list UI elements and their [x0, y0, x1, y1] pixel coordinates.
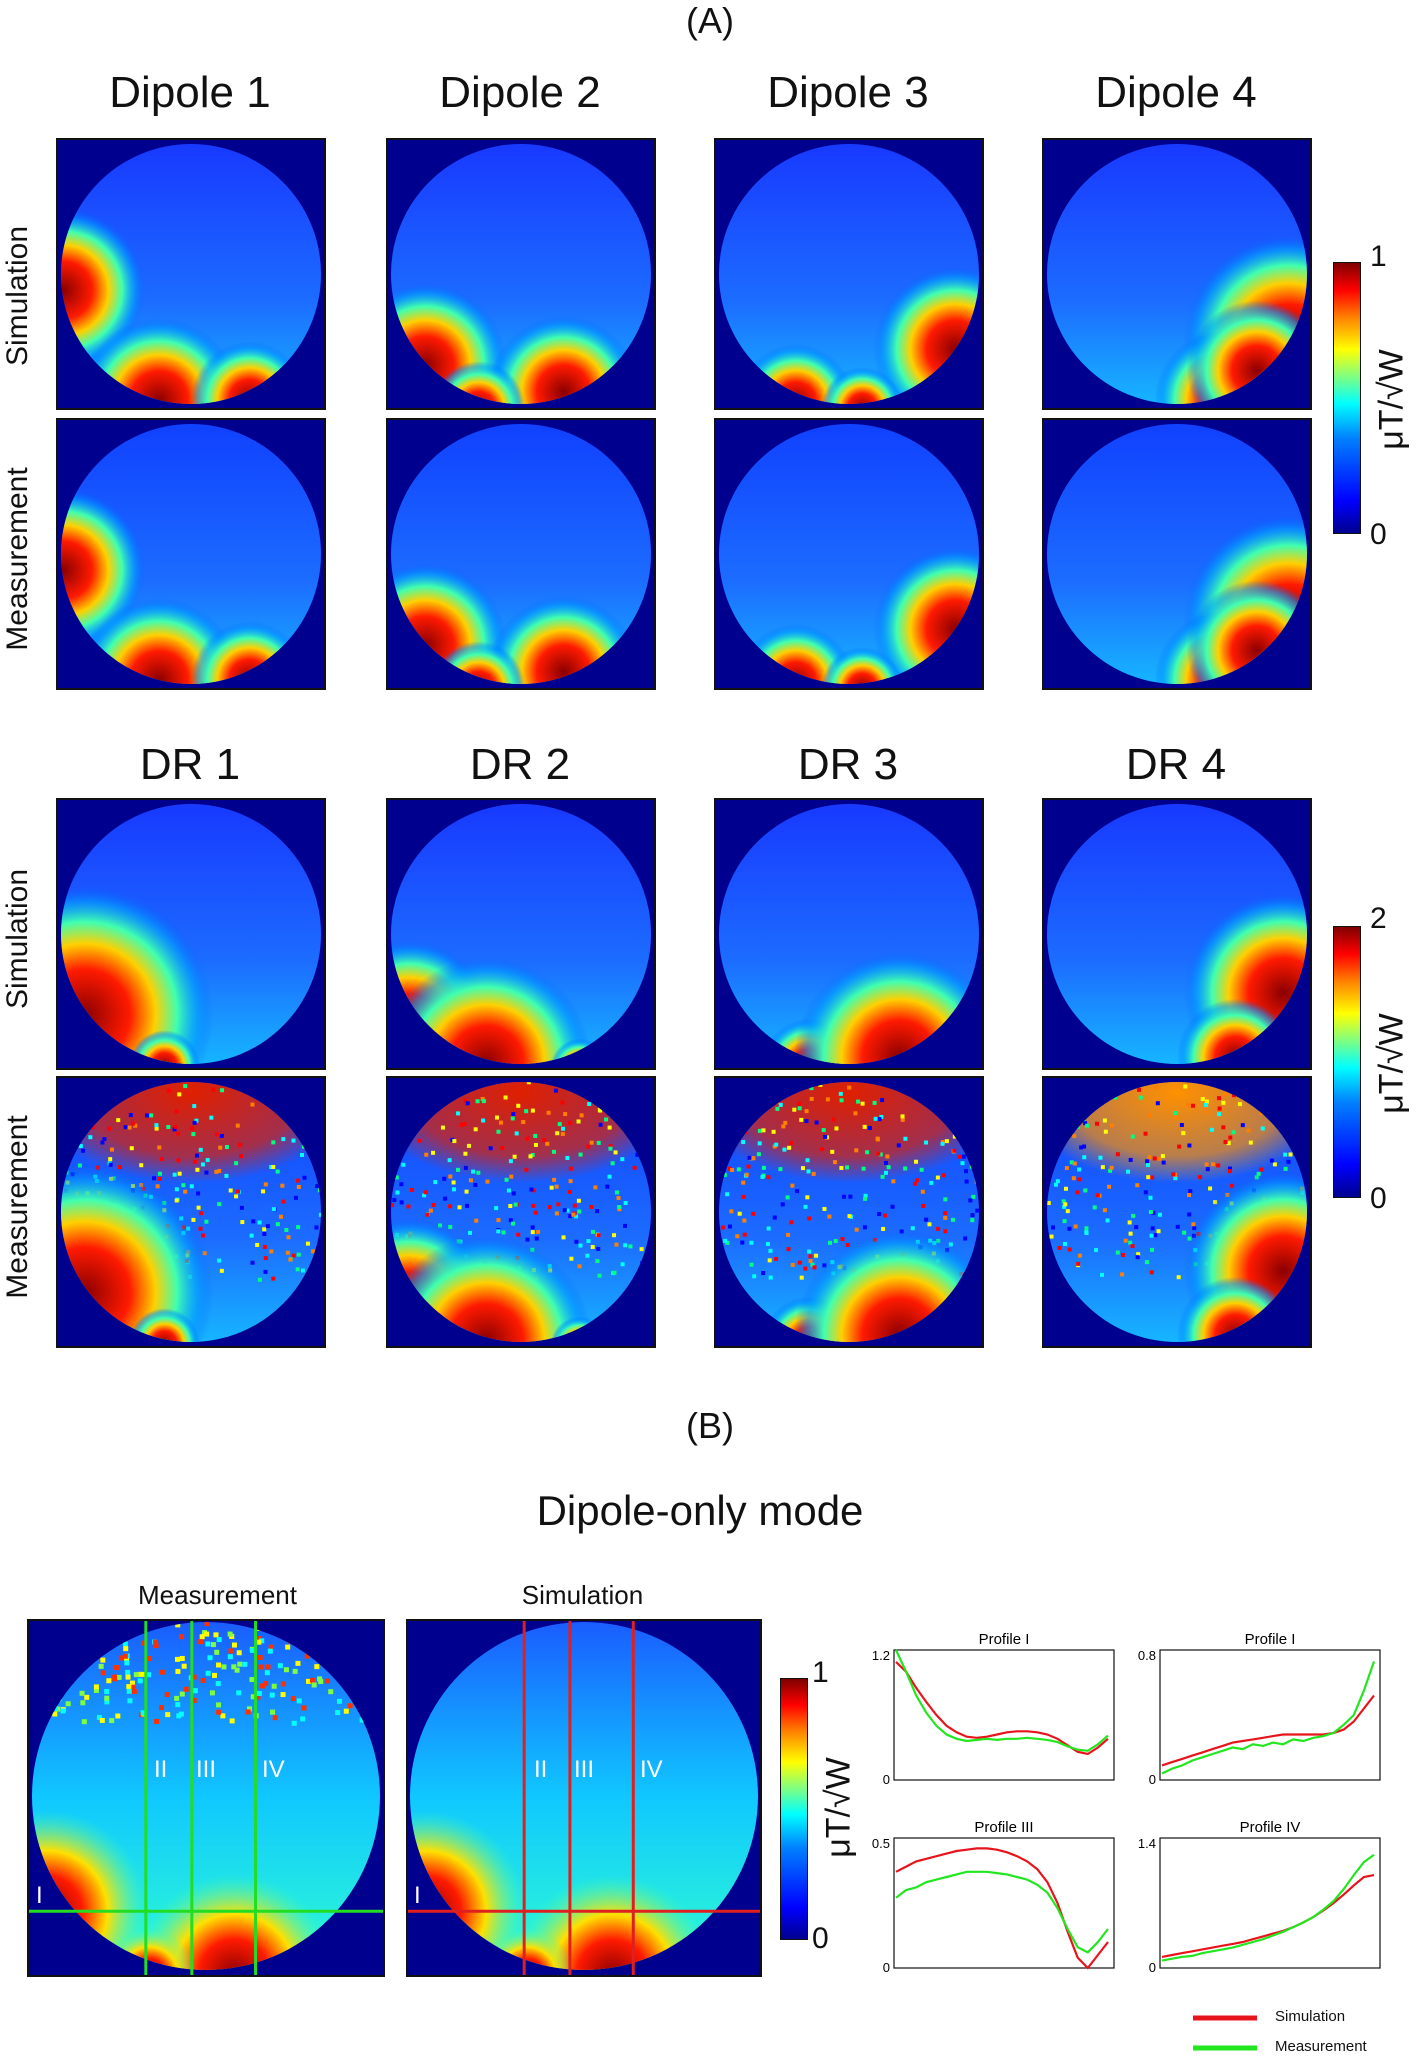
profile-2-series-simulation [1161, 1694, 1375, 1767]
profile-frame-3 [893, 1837, 1115, 1969]
dr-title-1: DR 1 [139, 740, 241, 789]
panel-b-label: (B) [686, 1405, 734, 1446]
b-sim-label-IV: IV [640, 1756, 663, 1783]
b-meas-label-I: I [36, 1882, 43, 1909]
profile-frame-2 [1159, 1649, 1381, 1781]
profile-3-series-simulation [895, 1847, 1109, 1970]
b-meas-label-III: III [196, 1756, 217, 1783]
dipole-meas-map-2 [386, 418, 656, 690]
dr-meas-map-3 [714, 1076, 984, 1348]
profile-title-2: Profile I [1245, 1631, 1296, 1648]
dipole-title-4: Dipole 4 [1095, 68, 1257, 117]
profile-ytick-min-4: 0 [1149, 1960, 1156, 1975]
dipole-meas-map-3 [714, 418, 984, 690]
b-sim-label-I: I [414, 1882, 421, 1909]
dr-meas-map-4 [1042, 1076, 1312, 1348]
dr-sim-map-2 [386, 798, 656, 1070]
dr-title-4: DR 4 [1125, 740, 1227, 789]
b-measurement-title: Measurement [138, 1580, 297, 1610]
b-simulation-map [406, 1619, 762, 1977]
profile-title-4: Profile IV [1240, 1819, 1301, 1836]
dipole-sim-map-2 [386, 138, 656, 410]
row-label-measurement-dr: Measurement [1, 1115, 34, 1299]
dr-title-3: DR 3 [797, 740, 899, 789]
dipole-title-1: Dipole 1 [109, 68, 271, 117]
panel-a-label: (A) [686, 0, 734, 41]
colorbar-dr-max: 2 [1370, 902, 1387, 935]
row-label-measurement-dipole: Measurement [1, 467, 34, 651]
profile-ytick-min-2: 0 [1149, 1772, 1156, 1787]
b-simulation-title: Simulation [521, 1580, 644, 1610]
legend [1193, 2015, 1257, 2051]
profile-ytick-max-1: 1.2 [872, 1648, 890, 1663]
b-meas-label-II: II [154, 1756, 168, 1783]
dr-meas-map-2 [386, 1076, 656, 1348]
profile-ytick-max-4: 1.4 [1138, 1836, 1156, 1851]
colorbar-dr [1333, 926, 1361, 1198]
profile-charts: Profile I 1.2 0 Profile I 0.8 0 Profile III 0.5… [872, 1631, 1381, 1975]
profile-ytick-min-1: 0 [883, 1772, 890, 1787]
row-label-simulation-dipole: Simulation [1, 225, 34, 367]
colorbar-b-unit: μT/√W [819, 1757, 858, 1858]
colorbar-dr-min: 0 [1370, 1182, 1387, 1215]
b-meas-label-IV: IV [262, 1756, 285, 1783]
profile-ytick-max-3: 0.5 [872, 1836, 890, 1851]
dr-sim-map-3 [714, 798, 984, 1070]
dr-sim-map-1 [56, 798, 326, 1070]
profile-4-series-simulation [1161, 1874, 1375, 1958]
profile-1-series-measurement [895, 1649, 1109, 1752]
legend-measurement-label: Measurement [1275, 2038, 1367, 2055]
colorbar-b-max: 1 [812, 1656, 829, 1689]
section-b-title: Dipole-only mode [536, 1487, 864, 1534]
colorbar-b-min: 0 [812, 1922, 829, 1955]
dipole-sim-map-4 [1042, 138, 1312, 410]
profile-4-series-measurement [1161, 1853, 1375, 1962]
colorbar-dipole [1333, 262, 1361, 534]
dipole-meas-map-1 [56, 418, 326, 690]
profile-frame-1 [893, 1649, 1115, 1781]
dipole-meas-map-4 [1042, 418, 1312, 690]
row-label-simulation-dr: Simulation [1, 868, 34, 1010]
profile-ytick-max-2: 0.8 [1138, 1648, 1156, 1663]
profile-title-3: Profile III [974, 1819, 1033, 1836]
colorbar-dipole-unit: μT/√W [1372, 349, 1411, 450]
dipole-sim-map-3 [714, 138, 984, 410]
legend-simulation-label: Simulation [1275, 2008, 1346, 2025]
profile-2-series-measurement [1161, 1661, 1376, 1775]
dipole-title-2: Dipole 2 [439, 68, 601, 117]
profile-title-1: Profile I [979, 1631, 1030, 1648]
profile-3-series-measurement [895, 1870, 1109, 1954]
colorbar-dr-unit: μT/√W [1372, 1013, 1411, 1114]
colorbar-dipole-max: 1 [1370, 240, 1387, 273]
dipole-sim-map-1 [56, 138, 326, 410]
b-sim-label-II: II [534, 1756, 548, 1783]
profile-ytick-min-3: 0 [883, 1960, 890, 1975]
b-sim-label-III: III [574, 1756, 595, 1783]
dr-meas-map-1 [56, 1076, 326, 1348]
dr-title-2: DR 2 [469, 740, 571, 789]
colorbar-b [780, 1678, 808, 1940]
profile-frame-4 [1159, 1837, 1381, 1969]
colorbar-dipole-min: 0 [1370, 518, 1387, 551]
b-measurement-map [27, 1619, 385, 1977]
dr-sim-map-4 [1042, 798, 1312, 1070]
dipole-title-3: Dipole 3 [767, 68, 929, 117]
